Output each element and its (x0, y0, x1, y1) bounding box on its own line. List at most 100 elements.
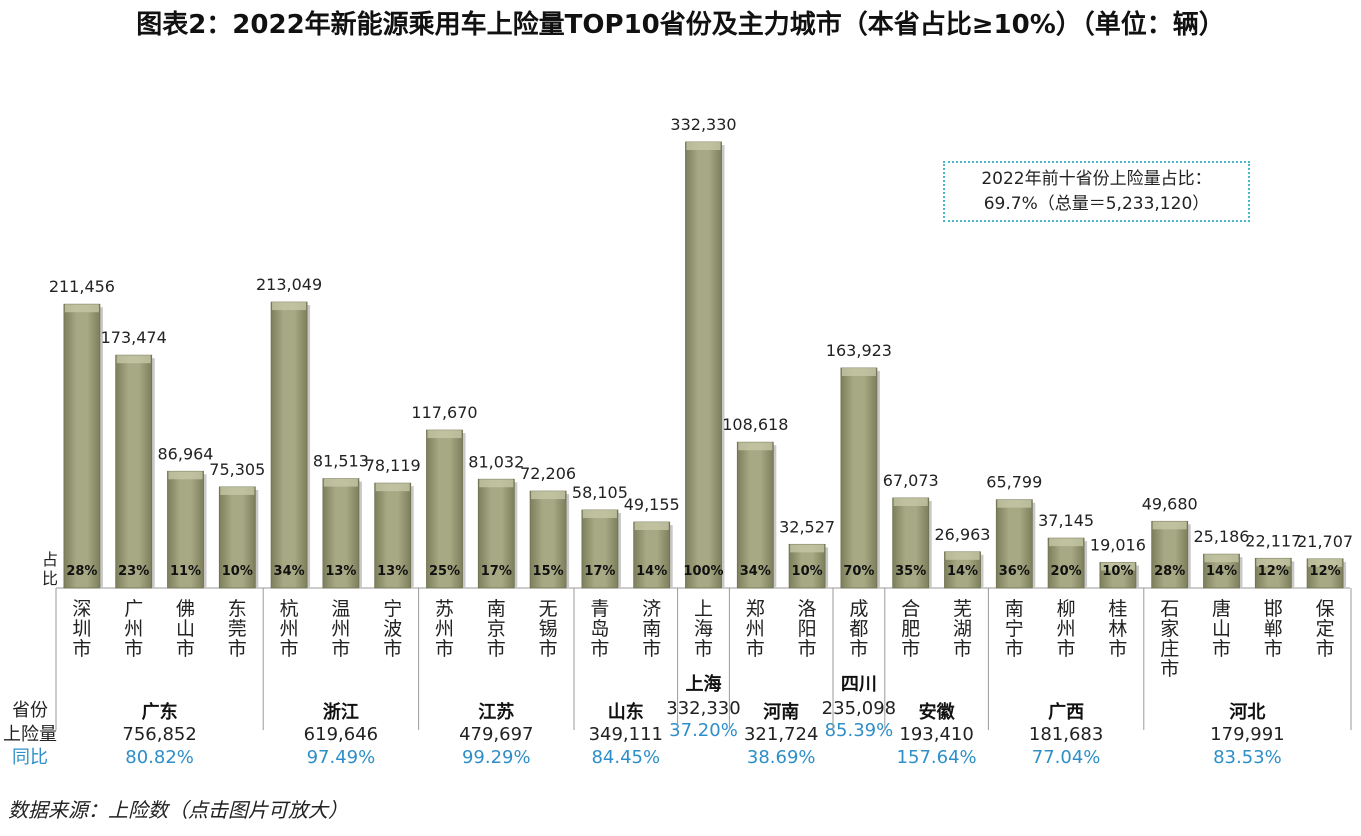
bar-cap (1100, 562, 1135, 571)
city-label-char: 市 (487, 638, 506, 660)
city-label-char: 定 (1316, 618, 1335, 640)
bar (685, 141, 722, 589)
bar-share-label: 25% (429, 564, 460, 579)
province-total: 193,410 (899, 724, 973, 745)
bar-value-label: 25,186 (1194, 527, 1250, 546)
province-yoy: 38.69% (747, 747, 816, 768)
province-name: 河南 (763, 701, 799, 723)
bar-share-label: 10% (1102, 564, 1133, 579)
city-label-char: 市 (849, 638, 868, 660)
bar-cap (997, 499, 1032, 508)
bar-value-label: 21,707 (1297, 532, 1353, 551)
bar (477, 478, 515, 589)
city-label-char: 深 (72, 598, 91, 620)
province-name: 河北 (1229, 702, 1265, 723)
city-label-char: 宁 (383, 598, 402, 620)
city-label-char: 市 (280, 638, 299, 660)
province-total: 479,697 (459, 724, 533, 745)
bar-value-label: 108,618 (722, 415, 788, 434)
city-label-char: 桂 (1108, 598, 1127, 620)
city-label-char: 圳 (72, 618, 91, 640)
city-label-char: 林 (1108, 618, 1127, 640)
city-label-char: 市 (435, 638, 454, 660)
bar-cap (686, 142, 721, 150)
bar (529, 490, 567, 589)
city-label-char: 市 (1212, 638, 1231, 660)
city-label-char: 市 (798, 638, 817, 660)
province-yoy: 97.49% (307, 747, 376, 768)
bar-cap (893, 497, 928, 506)
city-label-char: 市 (1160, 658, 1179, 680)
bar-share-label: 17% (481, 564, 512, 579)
city-label-char: 州 (280, 618, 299, 640)
bar-value-label: 213,049 (256, 275, 322, 294)
bar-share-label: 10% (222, 564, 253, 579)
bar-share-label: 17% (584, 564, 615, 579)
city-label-char: 市 (1316, 638, 1335, 660)
bar (840, 367, 878, 589)
bar-share-label: 12% (1310, 564, 1341, 579)
bar (426, 429, 463, 589)
province-total: 235,098 (822, 698, 896, 719)
bar-value-label: 65,799 (986, 473, 1042, 492)
bar-cap (272, 302, 307, 311)
bar-share-label: 34% (740, 564, 771, 579)
city-label-char: 州 (331, 618, 350, 640)
bar-cap (1152, 521, 1187, 530)
bar-value-label: 211,456 (49, 277, 115, 296)
bar-value-label: 22,117 (1245, 531, 1301, 550)
city-label-char: 市 (642, 638, 661, 660)
bar (167, 470, 204, 589)
bar-value-label: 19,016 (1090, 535, 1146, 554)
bar-share-label: 70% (843, 564, 874, 579)
city-label-char: 市 (383, 638, 402, 660)
bar-cap (738, 442, 773, 451)
city-label-char: 芜 (953, 598, 972, 620)
province-total: 619,646 (304, 724, 378, 745)
city-label-char: 市 (1108, 638, 1127, 660)
city-label-char: 济 (642, 598, 661, 620)
city-label-char: 市 (694, 638, 713, 660)
bar-share-label: 28% (66, 564, 97, 579)
province-total: 179,991 (1210, 724, 1284, 745)
bar-cap (375, 483, 410, 492)
bar-value-label: 81,513 (313, 452, 369, 471)
bar-value-label: 86,964 (158, 444, 214, 463)
city-label-char: 无 (539, 598, 558, 620)
bar-share-label: 14% (1206, 564, 1237, 579)
province-total: 332,330 (666, 698, 740, 719)
city-label-char: 佛 (176, 598, 195, 620)
bar-cap (1308, 558, 1343, 567)
province-yoy: 84.45% (591, 747, 660, 768)
bar-cap (323, 478, 358, 487)
bar-value-label: 67,073 (883, 471, 939, 490)
city-label-char: 合 (901, 598, 920, 620)
city-label-char: 唐 (1212, 598, 1231, 620)
city-label-char: 州 (435, 618, 454, 640)
city-label-char: 市 (901, 638, 920, 660)
city-label-char: 州 (124, 618, 143, 640)
bar-value-label: 32,527 (779, 517, 835, 536)
city-label-char: 南 (487, 598, 506, 620)
bar-value-label: 81,032 (468, 452, 524, 471)
city-label-char: 广 (124, 598, 143, 620)
bar (1047, 537, 1085, 589)
province-total: 756,852 (122, 724, 196, 745)
city-label-char: 市 (228, 638, 247, 660)
city-label-char: 市 (1264, 638, 1283, 660)
data-source: 数据来源：上险数（点击图片可放大） (8, 798, 348, 822)
city-label-char: 石 (1160, 598, 1179, 620)
bar (736, 441, 774, 589)
city-label-char: 市 (124, 638, 143, 660)
province-name: 山东 (608, 701, 644, 723)
province-yoy: 85.39% (825, 720, 894, 741)
city-label-char: 青 (590, 598, 609, 620)
city-label-char: 山 (1212, 618, 1231, 640)
bar-share-label: 23% (118, 564, 149, 579)
row-label-yoy: 同比 (12, 747, 48, 768)
city-label-char: 市 (590, 638, 609, 660)
city-label-char: 东 (228, 598, 247, 620)
bar-share-label: 13% (325, 564, 356, 579)
province-total: 181,683 (1029, 724, 1103, 745)
